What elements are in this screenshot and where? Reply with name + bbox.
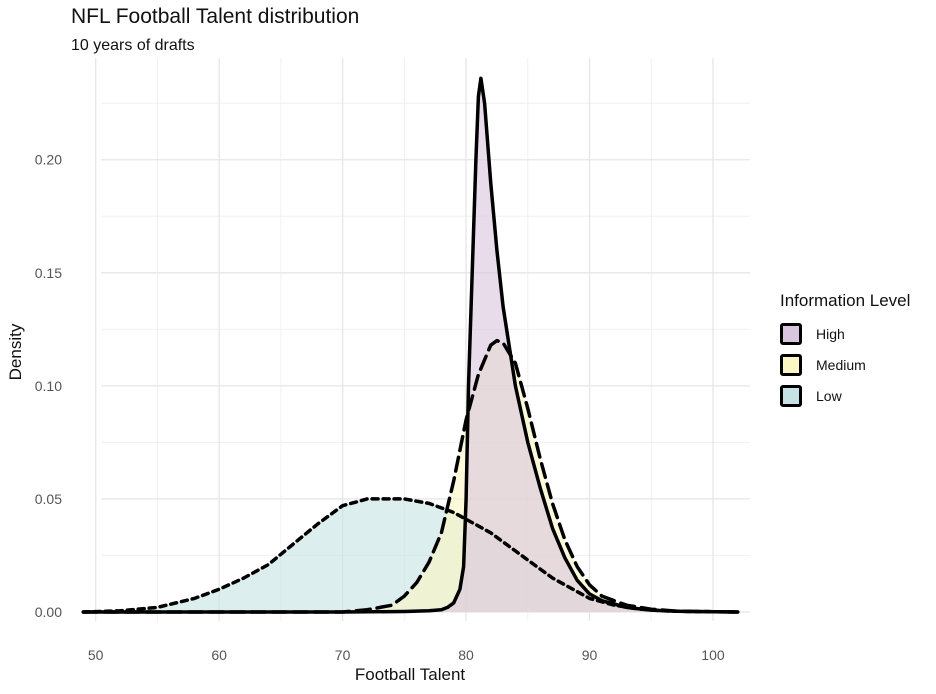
chart-title: NFL Football Talent distribution (71, 5, 360, 28)
legend-title: Information Level (780, 291, 911, 310)
x-axis-label: Football Talent (355, 665, 466, 684)
grid-layer (95, 58, 750, 621)
x-tick-label: 100 (701, 647, 725, 663)
y-tick-label: 0.00 (35, 604, 62, 620)
legend: Information Level High Medium Low (780, 291, 910, 411)
legend-key-medium (780, 353, 802, 376)
density-line-high (81, 76, 740, 614)
density-line-layer (81, 76, 740, 614)
y-tick-label: 0.20 (35, 152, 62, 168)
legend-item-low: Low (780, 380, 910, 411)
legend-item-high: High (780, 318, 910, 349)
y-tick-label: 0.05 (35, 491, 62, 507)
x-tick-label: 70 (335, 647, 351, 663)
chart-subtitle: 10 years of drafts (71, 37, 195, 54)
x-tick-label: 50 (88, 647, 104, 663)
legend-label-medium: Medium (816, 356, 866, 373)
x-tick-label: 60 (211, 647, 227, 663)
x-tick-label: 80 (458, 647, 474, 663)
density-line-low (81, 497, 740, 614)
density-area-low (83, 498, 738, 612)
y-tick-label: 0.10 (35, 378, 62, 394)
x-tick-label: 90 (582, 647, 598, 663)
legend-item-medium: Medium (780, 349, 910, 380)
legend-key-high (780, 322, 802, 345)
y-axis-label: Density (6, 323, 25, 380)
legend-label-high: High (816, 325, 845, 342)
y-tick-label: 0.15 (35, 265, 62, 281)
density-fill-layer (83, 78, 738, 613)
tick-label-layer: 50 60 70 80 90 100 0.00 0.05 0.10 0.15 0.20 (35, 152, 725, 663)
legend-key-low (780, 384, 802, 407)
legend-label-low: Low (816, 387, 842, 404)
